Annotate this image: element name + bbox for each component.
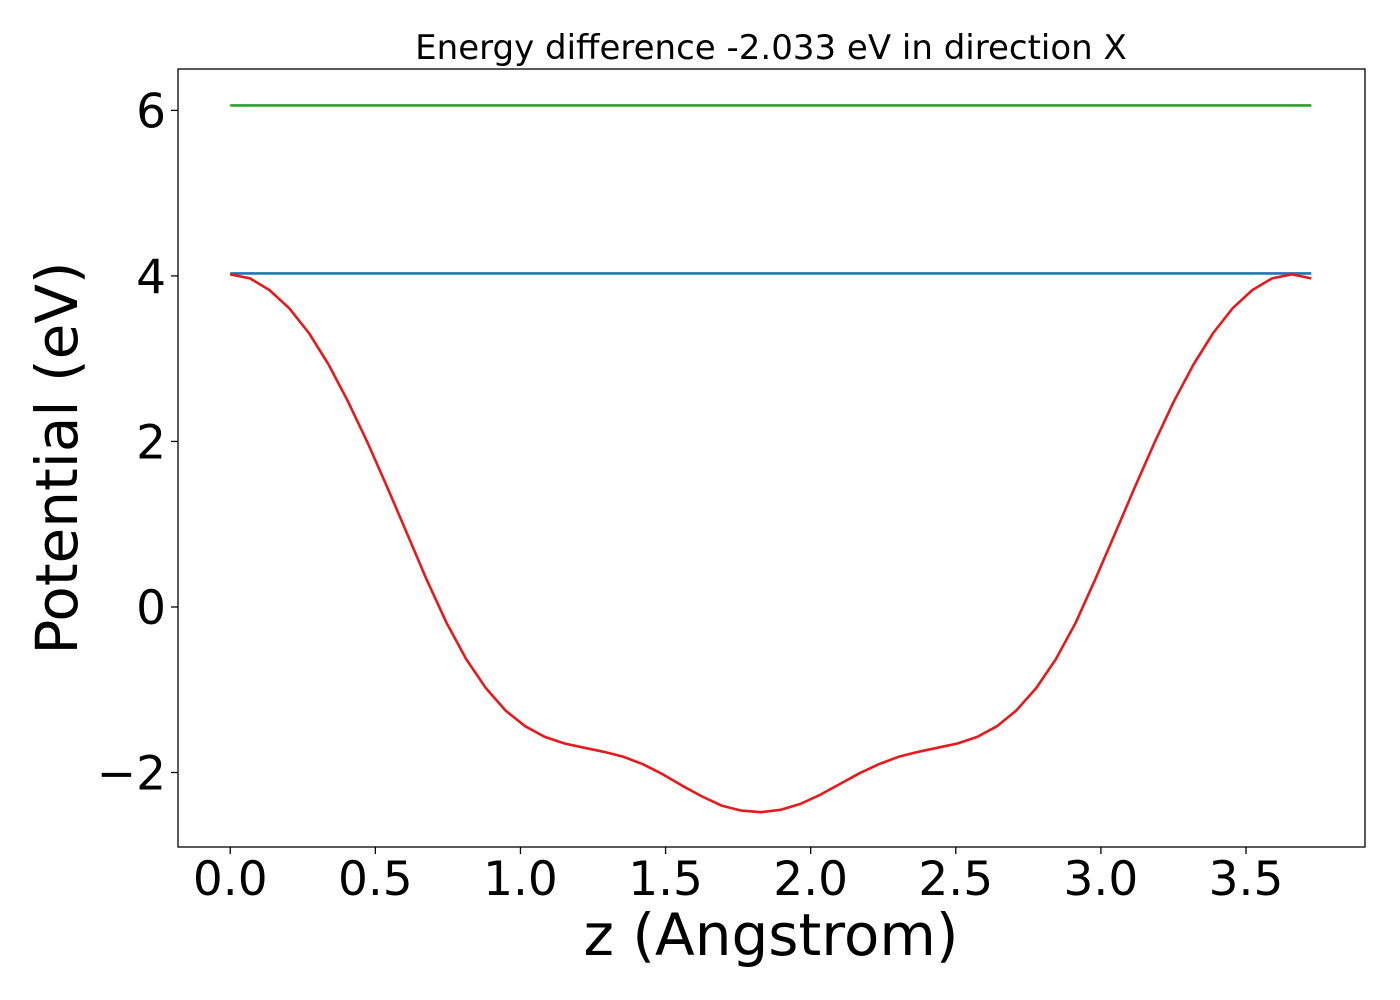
- y-axis-label: Potential (eV): [23, 261, 91, 654]
- x-tick-label: 0.0: [193, 852, 268, 907]
- x-tick-label: 3.0: [1064, 852, 1139, 907]
- chart-title: Energy difference -2.033 eV in direction…: [415, 28, 1127, 68]
- y-tick-label: 2: [136, 415, 166, 470]
- series-layer: [229, 104, 1312, 814]
- x-tick-label: 1.5: [628, 852, 703, 907]
- red-potential-curve: [229, 272, 1312, 814]
- x-tick-label: 2.0: [773, 852, 848, 907]
- y-tick-label: 0: [136, 581, 166, 636]
- x-tick-label: 0.5: [338, 852, 413, 907]
- x-tick-label: 2.5: [918, 852, 993, 907]
- y-tick-label: −2: [97, 747, 166, 802]
- y-axis-ticks: −2 0 2 4 6: [97, 84, 178, 802]
- x-axis-ticks: 0.0 0.5 1.0 1.5 2.0 2.5 3.0 3.5: [193, 847, 1284, 907]
- x-tick-label: 3.5: [1209, 852, 1284, 907]
- plot-area-frame: [177, 68, 1366, 848]
- x-tick-label: 1.0: [483, 852, 558, 907]
- y-tick-label: 6: [136, 84, 166, 139]
- x-axis-label: z (Angstrom): [584, 901, 959, 969]
- y-tick-label: 4: [136, 250, 166, 305]
